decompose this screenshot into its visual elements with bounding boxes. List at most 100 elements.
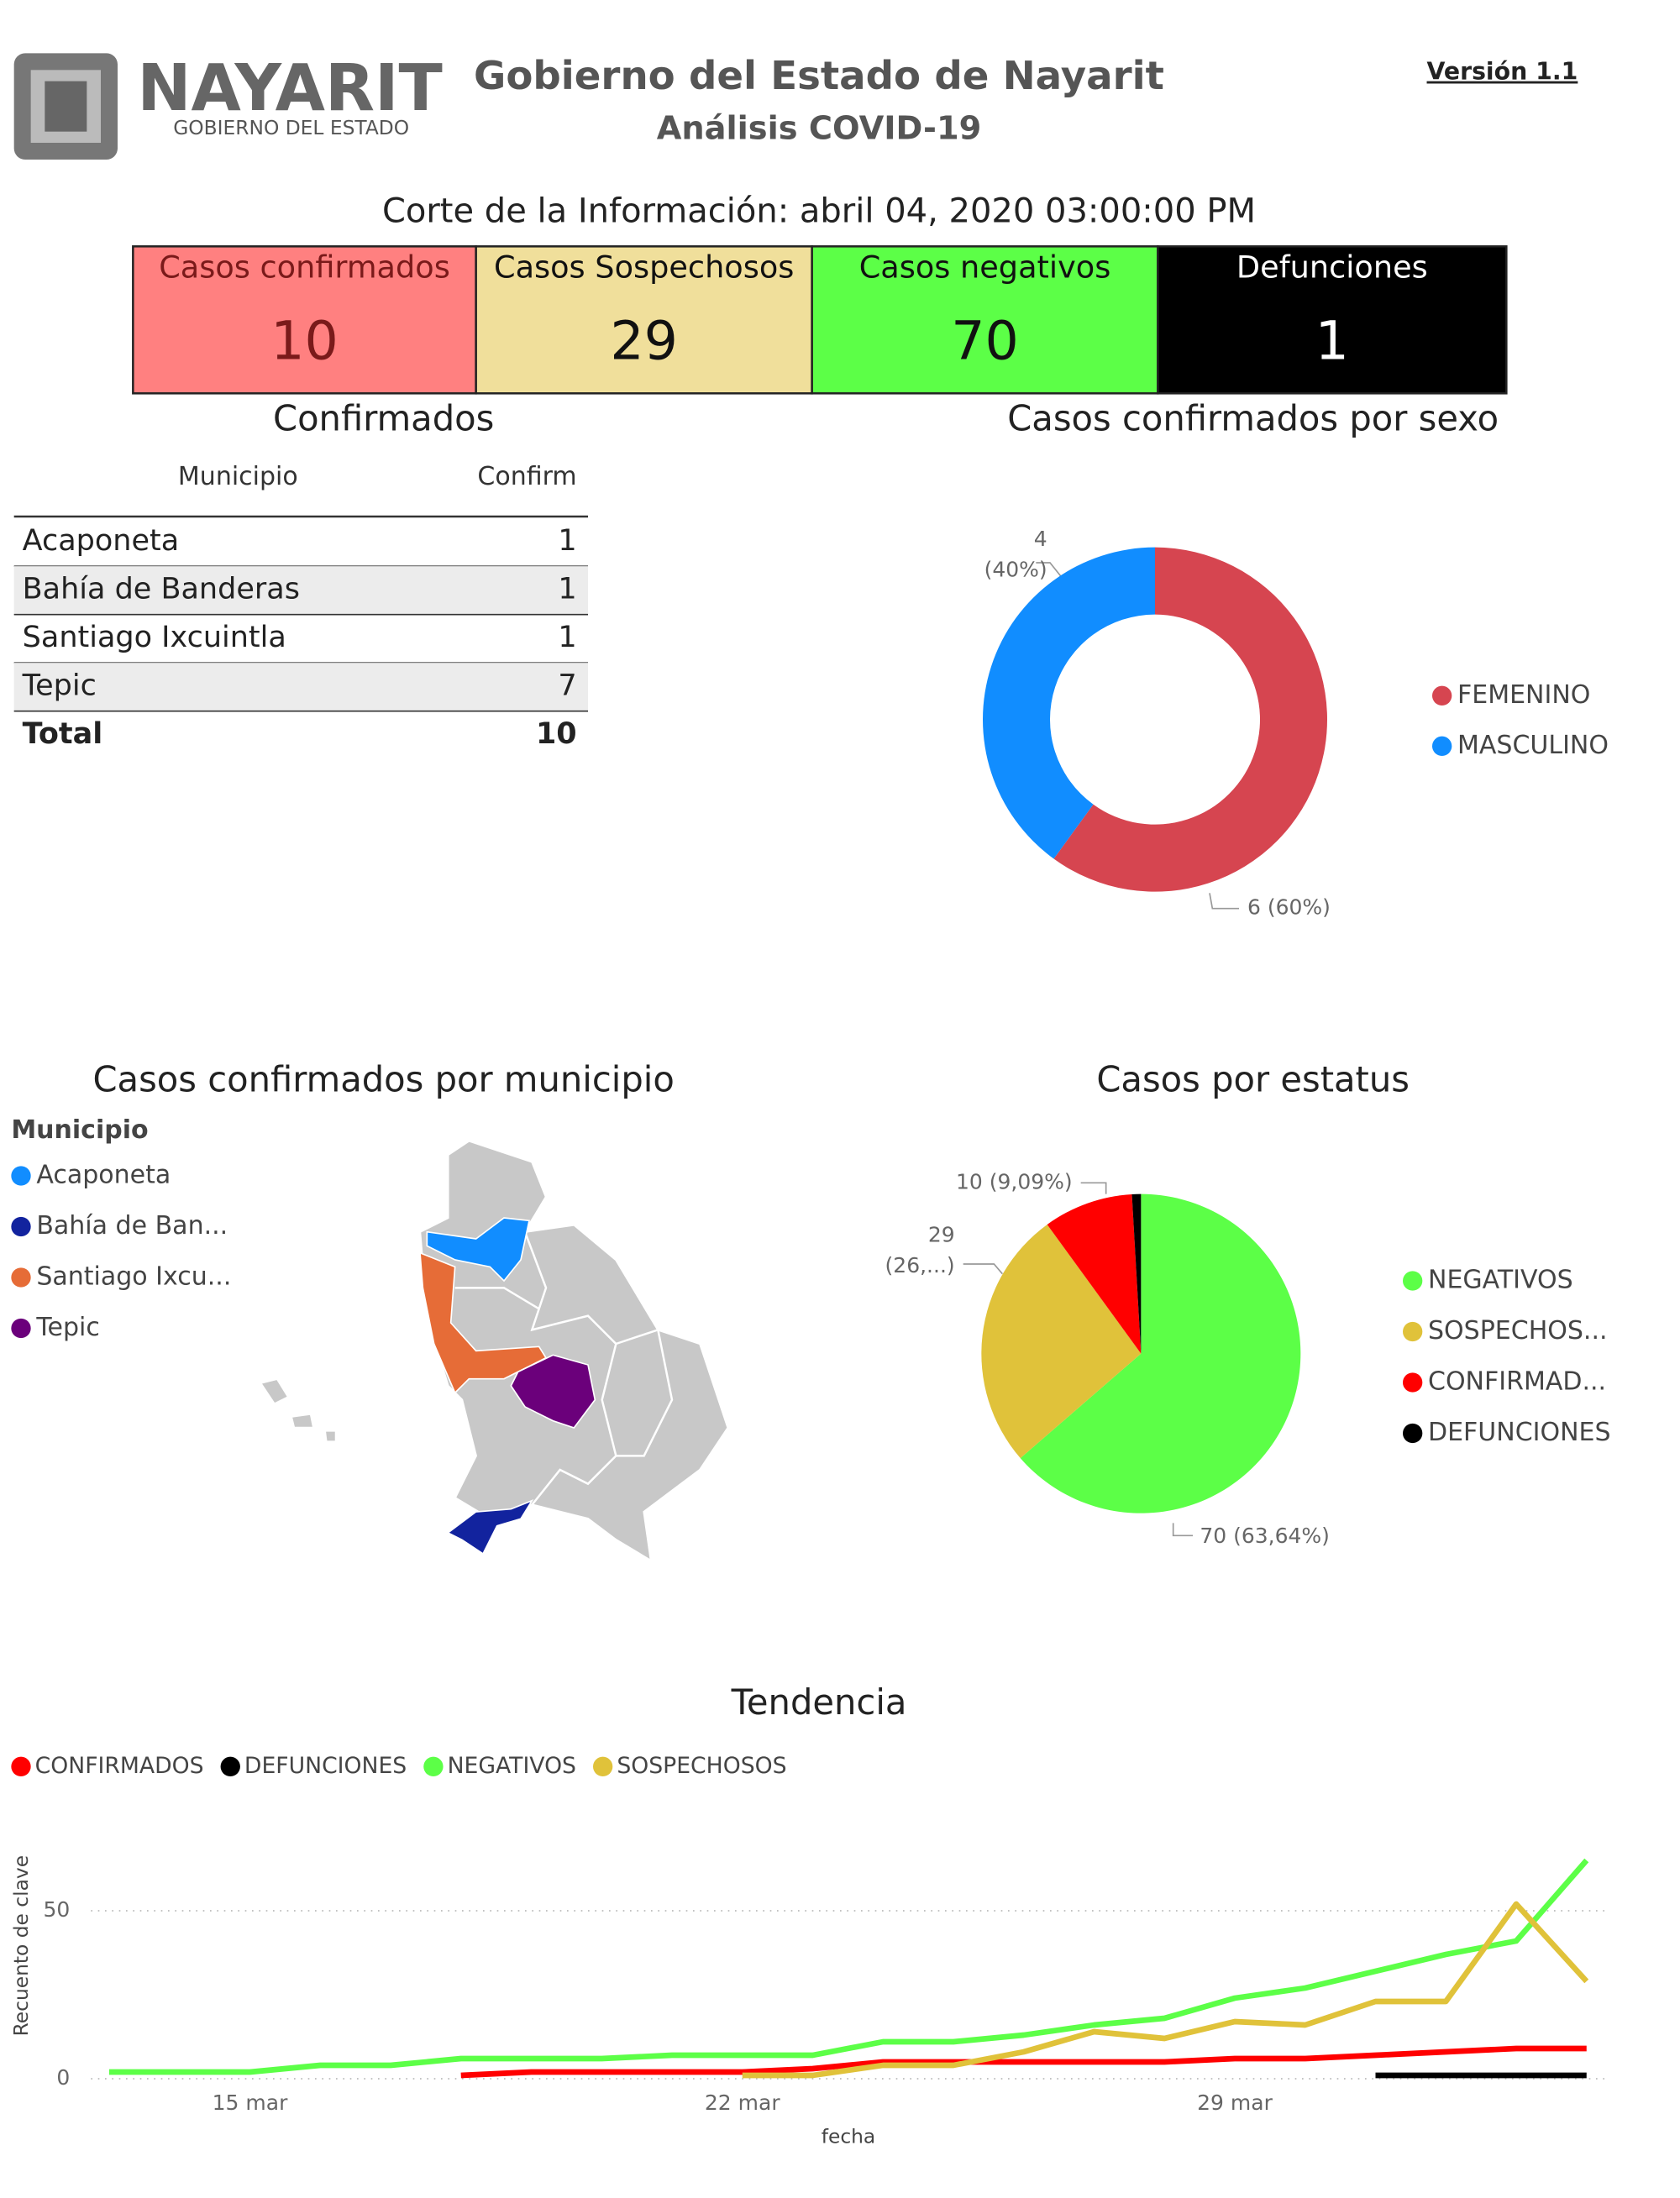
slice xyxy=(1020,1193,1301,1513)
version: Versión 1.1 xyxy=(1427,58,1578,86)
slice xyxy=(981,1224,1142,1459)
map-border xyxy=(454,1287,540,1310)
section-title: Casos confirmados por sexo xyxy=(1007,398,1499,439)
card xyxy=(811,245,1159,395)
legend-marker xyxy=(1403,1321,1423,1342)
y-tick-label: 50 xyxy=(44,1897,71,1922)
legend-marker xyxy=(11,1756,31,1776)
table-row-bg xyxy=(13,566,589,615)
legend-label: CONFIRMADOS xyxy=(35,1753,204,1779)
legend-marker xyxy=(11,1166,31,1186)
x-tick-label: 15 mar xyxy=(213,2090,288,2115)
map-region xyxy=(446,1498,534,1555)
legend-label: DEFUNCIONES xyxy=(1428,1418,1611,1447)
card xyxy=(132,245,477,395)
leader-line xyxy=(1172,1523,1193,1537)
card-value: 1 xyxy=(1315,310,1349,372)
x-tick-label: 29 mar xyxy=(1197,2090,1273,2115)
data-label-box: 29 (26,...) xyxy=(885,1222,955,1278)
legend-marker xyxy=(11,1216,31,1237)
table-cell: Bahía de Banderas xyxy=(23,573,300,606)
legend-marker xyxy=(1403,1372,1423,1393)
legend-marker xyxy=(1432,736,1452,756)
logo-subtext: GOBIERNO DEL ESTADO xyxy=(173,116,409,139)
y-tick-label: 0 xyxy=(56,2065,70,2090)
legend-label: CONFIRMAD... xyxy=(1428,1367,1606,1396)
legend-label: Tepic xyxy=(35,1313,100,1342)
table-header: Municipio xyxy=(178,462,298,491)
leader-lines xyxy=(963,562,1239,1537)
card-value: 70 xyxy=(951,310,1019,372)
legend-label: NEGATIVOS xyxy=(1428,1266,1573,1295)
line xyxy=(742,1901,1589,2079)
table-cell: Tepic xyxy=(22,669,97,703)
card-value: 10 xyxy=(270,310,339,372)
section-title: Tendencia xyxy=(731,1681,907,1723)
section-title: Casos confirmados por municipio xyxy=(92,1058,674,1099)
y-axis-label: Recuento de clave xyxy=(9,1855,33,2036)
card-label: Casos confirmados xyxy=(159,249,450,286)
leader-line xyxy=(1080,1182,1107,1194)
section-title: Casos por estatus xyxy=(1096,1058,1410,1099)
logo-emblem-center xyxy=(45,81,87,132)
table-cell: 1 xyxy=(558,621,576,654)
logo-text: NAYARIT xyxy=(137,51,442,126)
data-label-box: 4 (40%) xyxy=(984,526,1047,583)
data-label: 10 (9,09%) xyxy=(956,1169,1073,1193)
legend-marker xyxy=(11,1267,31,1288)
legend-label: MASCULINO xyxy=(1457,731,1609,760)
table-header: Confirm xyxy=(477,462,576,491)
legend-marker xyxy=(1403,1271,1423,1291)
x-tick-label: 22 mar xyxy=(705,2090,780,2115)
legend-label: Bahía de Ban... xyxy=(36,1211,228,1241)
corte: Corte de la Información: abril 04, 2020 … xyxy=(382,191,1256,230)
line xyxy=(460,2045,1587,2079)
map-island xyxy=(323,1429,338,1443)
title: Gobierno del Estado de Nayarit xyxy=(474,54,1164,99)
legend-label: NEGATIVOS xyxy=(448,1753,576,1779)
legend-title: Municipio xyxy=(11,1115,148,1145)
card-label: Defunciones xyxy=(1236,249,1428,286)
legend-label: FEMENINO xyxy=(1457,680,1590,710)
slice xyxy=(1131,1193,1142,1354)
table-total: 10 xyxy=(536,717,577,751)
legend-label: Acaponeta xyxy=(36,1161,171,1190)
x-axis-label: fecha xyxy=(822,2125,875,2148)
map-regions xyxy=(419,1217,596,1555)
table-total: Total xyxy=(23,717,103,751)
table-cell: 1 xyxy=(558,524,576,558)
leader-line xyxy=(963,1263,1003,1275)
card-value: 29 xyxy=(610,310,678,372)
card-label: Casos Sospechosos xyxy=(494,249,794,286)
map-island xyxy=(290,1412,315,1429)
map-region xyxy=(426,1217,531,1283)
card xyxy=(1157,245,1508,395)
legend-label: SOSPECHOS... xyxy=(1428,1316,1608,1346)
data-label: 70 (63,64%) xyxy=(1200,1524,1330,1548)
legend-marker xyxy=(1403,1423,1423,1444)
legend-marker xyxy=(423,1756,444,1776)
legend-marker xyxy=(220,1756,240,1776)
legend-label: SOSPECHOSOS xyxy=(617,1753,786,1779)
slice xyxy=(983,547,1155,859)
map-border xyxy=(615,1328,674,1457)
line xyxy=(109,1858,1589,2075)
table-cell: 7 xyxy=(558,669,576,703)
legend-marker xyxy=(1432,685,1452,706)
slice xyxy=(1047,1193,1142,1354)
data-label: 4 (40%) xyxy=(984,526,1047,583)
data-label: 29 (26,...) xyxy=(885,1222,955,1278)
legend-label: Santiago Ixcu... xyxy=(36,1262,231,1291)
slice xyxy=(1053,547,1328,892)
leader-line xyxy=(1209,893,1239,910)
data-label: 6 (60%) xyxy=(1247,895,1331,920)
map-region xyxy=(510,1354,596,1429)
leader-line xyxy=(1036,562,1062,578)
section-title: Confirmados xyxy=(273,398,494,439)
subtitle: Análisis COVID-19 xyxy=(657,110,982,148)
legend-label: DEFUNCIONES xyxy=(244,1753,407,1779)
legend-marker xyxy=(592,1756,613,1776)
map-island xyxy=(258,1377,291,1406)
logo xyxy=(13,53,118,160)
